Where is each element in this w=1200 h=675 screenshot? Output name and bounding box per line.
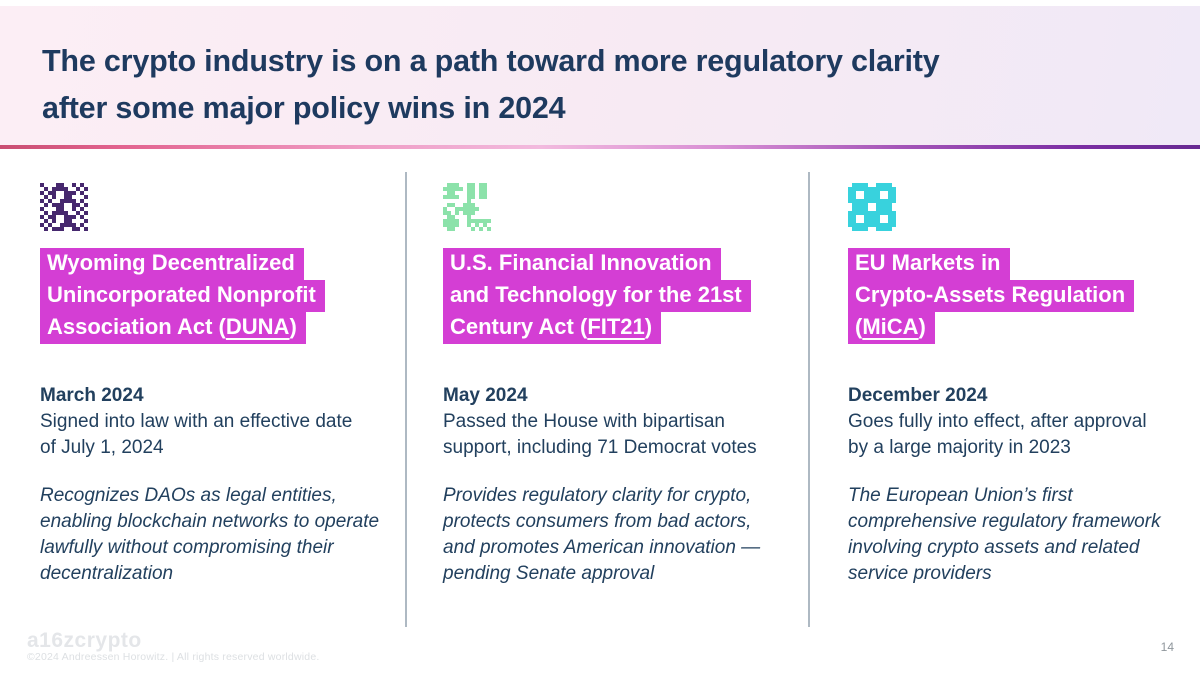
heading-text: and Technology for the 21st xyxy=(450,282,742,307)
page-title-line-1: The crypto industry is on a path toward … xyxy=(42,44,940,78)
heading-text: Association Act ( xyxy=(47,314,226,339)
description-text: Passed the House with bipartisan support… xyxy=(443,411,757,458)
column-heading: Wyoming Decentralized Unincorporated Non… xyxy=(40,248,395,344)
pixel-rings-icon xyxy=(848,183,896,231)
column-divider xyxy=(808,172,810,627)
note-text: Recognizes DAOs as legal entities, enabl… xyxy=(40,485,380,584)
date-label: March 2024 xyxy=(40,385,144,406)
copyright-text: ©2024 Andreessen Horowitz. | All rights … xyxy=(27,651,320,663)
checker-arches-icon xyxy=(40,183,88,231)
heading-line: U.S. Financial Innovation xyxy=(443,248,721,280)
footer-logo: a16zcrypto xyxy=(27,629,142,652)
heading-text: ) xyxy=(644,314,653,339)
column-fit21: U.S. Financial Innovation and Technology… xyxy=(443,172,798,587)
heading-line: Association Act (DUNA) xyxy=(40,312,306,344)
heading-text: EU Markets in xyxy=(855,250,1001,275)
heading-line: Unincorporated Nonprofit xyxy=(40,280,325,312)
column-duna: Wyoming Decentralized Unincorporated Non… xyxy=(40,172,395,587)
heading-text: U.S. Financial Innovation xyxy=(450,250,712,275)
column-heading: U.S. Financial Innovation and Technology… xyxy=(443,248,798,344)
description-text: Goes fully into effect, after approval b… xyxy=(848,411,1147,458)
heading-text: Century Act ( xyxy=(450,314,588,339)
heading-text: ) xyxy=(918,314,926,339)
heading-line: and Technology for the 21st xyxy=(443,280,751,312)
heading-text: ) xyxy=(289,314,297,339)
heading-line: Century Act (FIT21) xyxy=(443,312,662,344)
header-band: The crypto industry is on a path toward … xyxy=(0,6,1200,145)
link-mica[interactable]: MiCA xyxy=(862,314,919,339)
date-label: December 2024 xyxy=(848,385,988,406)
page-number: 14 xyxy=(1160,640,1174,654)
heading-line: (MiCA) xyxy=(848,312,935,344)
column-divider xyxy=(405,172,407,627)
organic-shapes-icon xyxy=(443,183,491,231)
heading-text: Wyoming Decentralized xyxy=(47,250,295,275)
header-gradient-rule xyxy=(0,145,1200,149)
note-text: The European Union’s first comprehensive… xyxy=(848,485,1161,584)
heading-line: EU Markets in xyxy=(848,248,1010,280)
heading-line: Crypto-Assets Regulation xyxy=(848,280,1135,312)
heading-text: ( xyxy=(855,314,863,339)
heading-line: Wyoming Decentralized xyxy=(40,248,304,280)
heading-text: Crypto-Assets Regulation xyxy=(855,282,1126,307)
heading-text: Unincorporated Nonprofit xyxy=(47,282,316,307)
description-text: Signed into law with an effective date o… xyxy=(40,411,353,458)
column-mica: EU Markets in Crypto-Assets Regulation (… xyxy=(848,172,1193,587)
link-fit21[interactable]: FIT21 xyxy=(587,314,645,339)
note-text: Provides regulatory clarity for crypto, … xyxy=(443,485,761,584)
column-heading: EU Markets in Crypto-Assets Regulation (… xyxy=(848,248,1193,344)
page-title: The crypto industry is on a path toward … xyxy=(42,38,940,132)
date-label: May 2024 xyxy=(443,385,528,406)
link-duna[interactable]: DUNA xyxy=(225,314,290,339)
page-title-line-2: after some major policy wins in 2024 xyxy=(42,91,566,125)
